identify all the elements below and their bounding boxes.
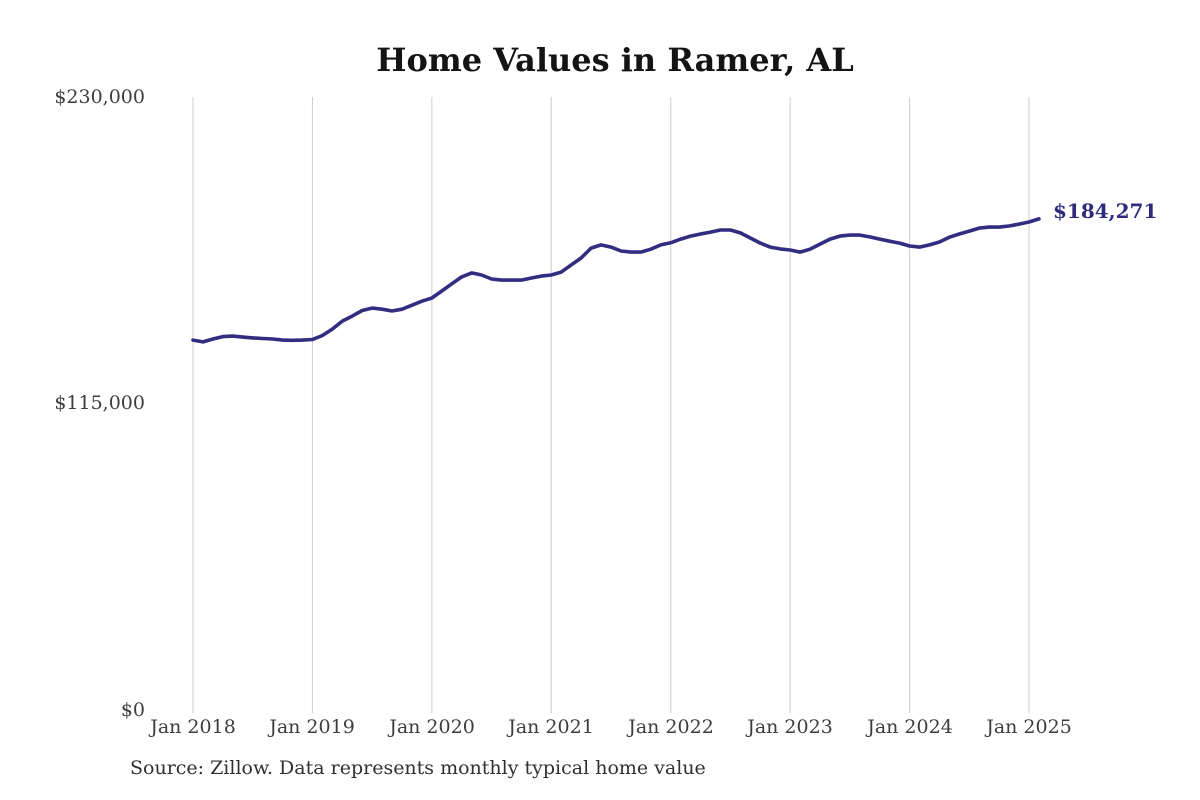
x-axis-tick-jan-2019: Jan 2019 [269,716,355,738]
x-axis-tick-jan-2020: Jan 2020 [389,716,475,738]
x-axis-tick-jan-2025: Jan 2025 [986,716,1072,738]
x-axis-tick-jan-2018: Jan 2018 [150,716,236,738]
x-axis-tick-jan-2022: Jan 2022 [628,716,714,738]
y-axis-tick-0: $0 [120,699,145,721]
latest-value-annotation: $184,271 [1053,199,1158,223]
x-axis-tick-jan-2021: Jan 2021 [508,716,594,738]
y-axis-tick-230000: $230,000 [54,86,145,108]
y-axis-tick-115000: $115,000 [54,392,145,414]
source-attribution: Source: Zillow. Data represents monthly … [130,757,706,779]
x-axis-tick-jan-2024: Jan 2024 [867,716,953,738]
x-axis-tick-jan-2023: Jan 2023 [747,716,833,738]
chart-title: Home Values in Ramer, AL [376,41,854,79]
